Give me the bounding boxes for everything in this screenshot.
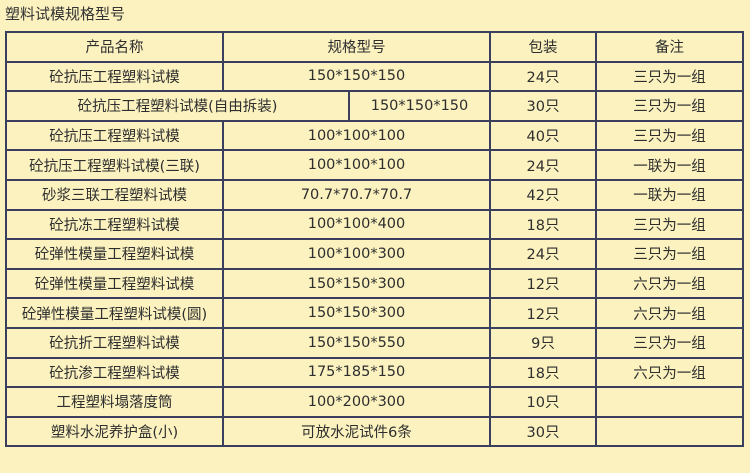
pack-cell: 10只 — [489, 386, 597, 418]
note-cell: 三只为一组 — [595, 90, 744, 122]
table-row: 砂浆三联工程塑料试模 70.7*70.7*70.7 42只 一联为一组 — [5, 178, 744, 211]
product-name-cell: 砼抗冻工程塑料试模 — [5, 208, 224, 241]
table-row: 砼抗压工程塑料试模 100*100*100 40只 三只为一组 — [5, 119, 744, 152]
product-name-cell: 砼抗压工程塑料试模 — [5, 119, 224, 152]
pack-cell: 42只 — [489, 178, 597, 211]
pack-cell: 30只 — [489, 90, 597, 122]
spec-cell: 100*100*100 — [222, 119, 491, 152]
table-row: 塑料水泥养护盒(小) 可放水泥试件6条 30只 — [5, 415, 744, 448]
note-cell: 一联为一组 — [595, 178, 744, 211]
product-name-cell: 砼抗折工程塑料试模 — [5, 326, 224, 359]
spec-cell: 150*150*150 — [348, 90, 491, 122]
spec-cell: 175*185*150 — [222, 356, 491, 389]
product-name-cell: 砂浆三联工程塑料试模 — [5, 178, 224, 211]
spec-table: 产品名称 规格型号 包装 备注 砼抗压工程塑料试模 150*150*150 24只三… — [5, 31, 744, 448]
pack-cell: 24只 — [489, 238, 597, 270]
note-cell: 三只为一组 — [595, 60, 744, 93]
note-cell: 三只为一组 — [595, 119, 744, 152]
product-name-cell: 砼弹性模量工程塑料试模(圆) — [5, 297, 224, 329]
note-cell — [595, 415, 744, 448]
spec-cell: 100*100*300 — [222, 238, 491, 270]
pack-cell: 24只 — [489, 149, 597, 181]
header-note: 备注 — [595, 31, 744, 63]
header-pack: 包装 — [489, 31, 597, 63]
pack-cell: 18只 — [489, 356, 597, 389]
table-row: 砼弹性模量工程塑料试模 150*150*300 12只 六只为一组 — [5, 267, 744, 300]
table-row: 砼抗折工程塑料试模 150*150*550 9只 三只为一组 — [5, 326, 744, 359]
product-name-cell: 砼弹性模量工程塑料试模 — [5, 238, 224, 270]
pack-cell: 24只 — [489, 60, 597, 93]
pack-cell: 9只 — [489, 326, 597, 359]
product-name-cell: 砼抗渗工程塑料试模 — [5, 356, 224, 389]
product-name-cell: 砼弹性模量工程塑料试模 — [5, 267, 224, 300]
pack-cell: 12只 — [489, 297, 597, 329]
spec-cell: 100*100*100 — [222, 149, 491, 181]
table-row: 砼抗压工程塑料试模(自由拆装) 150*150*150 30只 三只为一组 — [5, 90, 744, 122]
spec-cell: 70.7*70.7*70.7 — [222, 178, 491, 211]
note-cell: 三只为一组 — [595, 238, 744, 270]
table-row: 砼弹性模量工程塑料试模 100*100*300 24只 三只为一组 — [5, 238, 744, 270]
product-name-cell: 砼抗压工程塑料试模(三联) — [5, 149, 224, 181]
note-cell: 三只为一组 — [595, 326, 744, 359]
note-cell: 三只为一组 — [595, 208, 744, 241]
table-row: 砼抗冻工程塑料试模 100*100*400 18只 三只为一组 — [5, 208, 744, 241]
product-name-cell: 砼抗压工程塑料试模 — [5, 60, 224, 93]
pack-cell: 30只 — [489, 415, 597, 448]
pack-cell: 40只 — [489, 119, 597, 152]
spec-cell: 100*100*400 — [222, 208, 491, 241]
table-row: 砼抗压工程塑料试模(三联) 100*100*100 24只 一联为一组 — [5, 149, 744, 181]
note-cell: 六只为一组 — [595, 297, 744, 329]
pack-cell: 18只 — [489, 208, 597, 241]
spec-cell: 100*200*300 — [222, 386, 491, 418]
table-header-row: 产品名称 规格型号 包装 备注 — [5, 31, 744, 63]
product-name-cell: 工程塑料塌落度筒 — [5, 386, 224, 418]
table-row: 砼抗压工程塑料试模 150*150*150 24只 三只为一组 — [5, 60, 744, 93]
product-name-cell: 塑料水泥养护盒(小) — [5, 415, 224, 448]
pack-cell: 12只 — [489, 267, 597, 300]
spec-cell: 150*150*550 — [222, 326, 491, 359]
header-name: 产品名称 — [5, 31, 224, 63]
header-spec: 规格型号 — [222, 31, 491, 63]
spec-cell: 150*150*300 — [222, 297, 491, 329]
product-name-cell: 砼抗压工程塑料试模(自由拆装) — [5, 90, 350, 122]
spec-cell: 150*150*300 — [222, 267, 491, 300]
table-row: 砼弹性模量工程塑料试模(圆) 150*150*300 12只 六只为一组 — [5, 297, 744, 329]
spec-cell: 可放水泥试件6条 — [222, 415, 491, 448]
spec-cell: 150*150*150 — [222, 60, 491, 93]
note-cell — [595, 386, 744, 418]
table-row: 工程塑料塌落度筒 100*200*300 10只 — [5, 386, 744, 418]
table-row: 砼抗渗工程塑料试模 175*185*150 18只 六只为一组 — [5, 356, 744, 389]
note-cell: 六只为一组 — [595, 356, 744, 389]
note-cell: 六只为一组 — [595, 267, 744, 300]
page-title: 塑料试模规格型号 — [5, 5, 126, 23]
note-cell: 一联为一组 — [595, 149, 744, 181]
